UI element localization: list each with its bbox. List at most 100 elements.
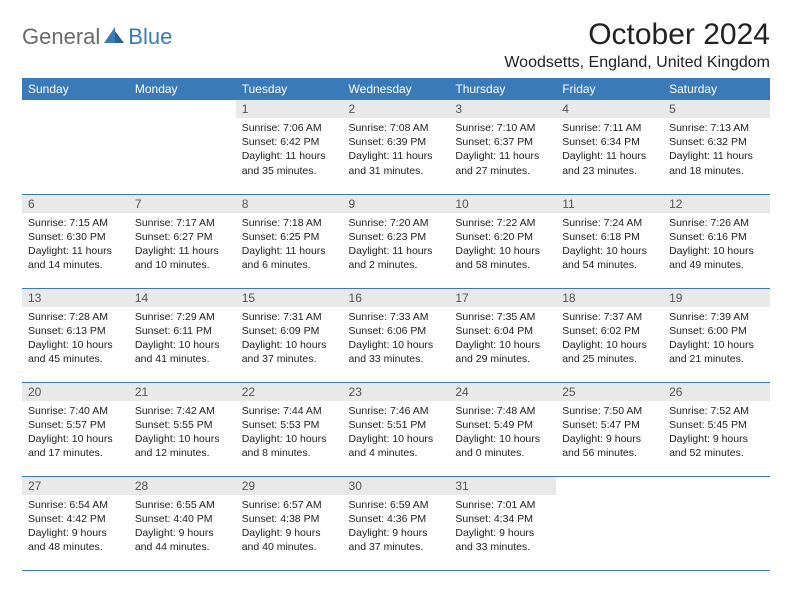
calendar-week: 13Sunrise: 7:28 AMSunset: 6:13 PMDayligh…	[22, 288, 770, 382]
sunrise-line: Sunrise: 7:37 AM	[562, 310, 657, 324]
day-body: Sunrise: 7:40 AMSunset: 5:57 PMDaylight:…	[22, 401, 129, 466]
day-number: 4	[556, 100, 663, 118]
day-number: 5	[663, 100, 770, 118]
day-body: Sunrise: 7:15 AMSunset: 6:30 PMDaylight:…	[22, 213, 129, 278]
weekday-header: Wednesday	[343, 78, 450, 100]
calendar-day-cell: 21Sunrise: 7:42 AMSunset: 5:55 PMDayligh…	[129, 382, 236, 476]
day-number	[663, 477, 770, 495]
calendar-day-cell: 10Sunrise: 7:22 AMSunset: 6:20 PMDayligh…	[449, 194, 556, 288]
weekday-header: Sunday	[22, 78, 129, 100]
sunset-line: Sunset: 6:09 PM	[242, 324, 337, 338]
day-number: 1	[236, 100, 343, 118]
sunset-line: Sunset: 6:16 PM	[669, 230, 764, 244]
calendar-day-cell	[22, 100, 129, 194]
sunrise-line: Sunrise: 7:28 AM	[28, 310, 123, 324]
calendar-week: 6Sunrise: 7:15 AMSunset: 6:30 PMDaylight…	[22, 194, 770, 288]
sunset-line: Sunset: 6:39 PM	[349, 135, 444, 149]
logo-text-blue: Blue	[128, 24, 172, 50]
day-body: Sunrise: 7:01 AMSunset: 4:34 PMDaylight:…	[449, 495, 556, 560]
sunrise-line: Sunrise: 7:20 AM	[349, 216, 444, 230]
sunset-line: Sunset: 5:51 PM	[349, 418, 444, 432]
day-number: 18	[556, 289, 663, 307]
calendar-day-cell: 23Sunrise: 7:46 AMSunset: 5:51 PMDayligh…	[343, 382, 450, 476]
day-body: Sunrise: 7:08 AMSunset: 6:39 PMDaylight:…	[343, 118, 450, 183]
daylight-line: Daylight: 11 hours and 14 minutes.	[28, 244, 123, 272]
day-number: 29	[236, 477, 343, 495]
sunrise-line: Sunrise: 7:22 AM	[455, 216, 550, 230]
sunrise-line: Sunrise: 6:54 AM	[28, 498, 123, 512]
sunrise-line: Sunrise: 7:50 AM	[562, 404, 657, 418]
sunset-line: Sunset: 5:49 PM	[455, 418, 550, 432]
calendar-day-cell: 14Sunrise: 7:29 AMSunset: 6:11 PMDayligh…	[129, 288, 236, 382]
calendar-week: 27Sunrise: 6:54 AMSunset: 4:42 PMDayligh…	[22, 476, 770, 570]
sunset-line: Sunset: 6:20 PM	[455, 230, 550, 244]
daylight-line: Daylight: 10 hours and 8 minutes.	[242, 432, 337, 460]
day-body: Sunrise: 7:28 AMSunset: 6:13 PMDaylight:…	[22, 307, 129, 372]
day-number: 14	[129, 289, 236, 307]
sunrise-line: Sunrise: 7:26 AM	[669, 216, 764, 230]
calendar-day-cell: 24Sunrise: 7:48 AMSunset: 5:49 PMDayligh…	[449, 382, 556, 476]
day-body: Sunrise: 6:55 AMSunset: 4:40 PMDaylight:…	[129, 495, 236, 560]
daylight-line: Daylight: 10 hours and 21 minutes.	[669, 338, 764, 366]
sunset-line: Sunset: 6:34 PM	[562, 135, 657, 149]
calendar-day-cell: 4Sunrise: 7:11 AMSunset: 6:34 PMDaylight…	[556, 100, 663, 194]
daylight-line: Daylight: 11 hours and 31 minutes.	[349, 149, 444, 177]
daylight-line: Daylight: 10 hours and 0 minutes.	[455, 432, 550, 460]
daylight-line: Daylight: 11 hours and 35 minutes.	[242, 149, 337, 177]
daylight-line: Daylight: 9 hours and 33 minutes.	[455, 526, 550, 554]
sunrise-line: Sunrise: 6:55 AM	[135, 498, 230, 512]
weekday-header: Monday	[129, 78, 236, 100]
day-number	[556, 477, 663, 495]
day-number: 11	[556, 195, 663, 213]
sunset-line: Sunset: 4:42 PM	[28, 512, 123, 526]
day-number	[22, 100, 129, 118]
title-block: October 2024 Woodsetts, England, United …	[504, 18, 770, 72]
calendar-day-cell: 27Sunrise: 6:54 AMSunset: 4:42 PMDayligh…	[22, 476, 129, 570]
sunrise-line: Sunrise: 7:06 AM	[242, 121, 337, 135]
sunrise-line: Sunrise: 7:44 AM	[242, 404, 337, 418]
logo-text-general: General	[22, 24, 100, 50]
sunrise-line: Sunrise: 7:46 AM	[349, 404, 444, 418]
calendar-day-cell: 5Sunrise: 7:13 AMSunset: 6:32 PMDaylight…	[663, 100, 770, 194]
daylight-line: Daylight: 10 hours and 29 minutes.	[455, 338, 550, 366]
sunset-line: Sunset: 4:36 PM	[349, 512, 444, 526]
sunset-line: Sunset: 6:27 PM	[135, 230, 230, 244]
day-body: Sunrise: 7:18 AMSunset: 6:25 PMDaylight:…	[236, 213, 343, 278]
calendar-day-cell: 9Sunrise: 7:20 AMSunset: 6:23 PMDaylight…	[343, 194, 450, 288]
day-number: 17	[449, 289, 556, 307]
day-body: Sunrise: 7:31 AMSunset: 6:09 PMDaylight:…	[236, 307, 343, 372]
day-body: Sunrise: 6:59 AMSunset: 4:36 PMDaylight:…	[343, 495, 450, 560]
sunset-line: Sunset: 6:04 PM	[455, 324, 550, 338]
daylight-line: Daylight: 11 hours and 10 minutes.	[135, 244, 230, 272]
calendar-body: 1Sunrise: 7:06 AMSunset: 6:42 PMDaylight…	[22, 100, 770, 570]
sunset-line: Sunset: 6:23 PM	[349, 230, 444, 244]
sunset-line: Sunset: 4:38 PM	[242, 512, 337, 526]
sunrise-line: Sunrise: 7:13 AM	[669, 121, 764, 135]
day-number: 12	[663, 195, 770, 213]
daylight-line: Daylight: 9 hours and 48 minutes.	[28, 526, 123, 554]
sunset-line: Sunset: 5:45 PM	[669, 418, 764, 432]
day-body: Sunrise: 7:44 AMSunset: 5:53 PMDaylight:…	[236, 401, 343, 466]
sunrise-line: Sunrise: 7:08 AM	[349, 121, 444, 135]
daylight-line: Daylight: 9 hours and 56 minutes.	[562, 432, 657, 460]
sunset-line: Sunset: 4:40 PM	[135, 512, 230, 526]
day-body: Sunrise: 7:46 AMSunset: 5:51 PMDaylight:…	[343, 401, 450, 466]
day-number: 20	[22, 383, 129, 401]
logo: General Blue	[22, 18, 172, 50]
day-number: 2	[343, 100, 450, 118]
sunrise-line: Sunrise: 7:31 AM	[242, 310, 337, 324]
sunrise-line: Sunrise: 7:10 AM	[455, 121, 550, 135]
day-body: Sunrise: 7:11 AMSunset: 6:34 PMDaylight:…	[556, 118, 663, 183]
day-number: 13	[22, 289, 129, 307]
sunset-line: Sunset: 5:57 PM	[28, 418, 123, 432]
calendar-day-cell: 30Sunrise: 6:59 AMSunset: 4:36 PMDayligh…	[343, 476, 450, 570]
sunrise-line: Sunrise: 7:39 AM	[669, 310, 764, 324]
day-body: Sunrise: 7:13 AMSunset: 6:32 PMDaylight:…	[663, 118, 770, 183]
sunset-line: Sunset: 6:32 PM	[669, 135, 764, 149]
weekday-header: Friday	[556, 78, 663, 100]
day-body: Sunrise: 7:06 AMSunset: 6:42 PMDaylight:…	[236, 118, 343, 183]
daylight-line: Daylight: 9 hours and 44 minutes.	[135, 526, 230, 554]
calendar-week: 1Sunrise: 7:06 AMSunset: 6:42 PMDaylight…	[22, 100, 770, 194]
daylight-line: Daylight: 11 hours and 6 minutes.	[242, 244, 337, 272]
calendar-day-cell: 8Sunrise: 7:18 AMSunset: 6:25 PMDaylight…	[236, 194, 343, 288]
